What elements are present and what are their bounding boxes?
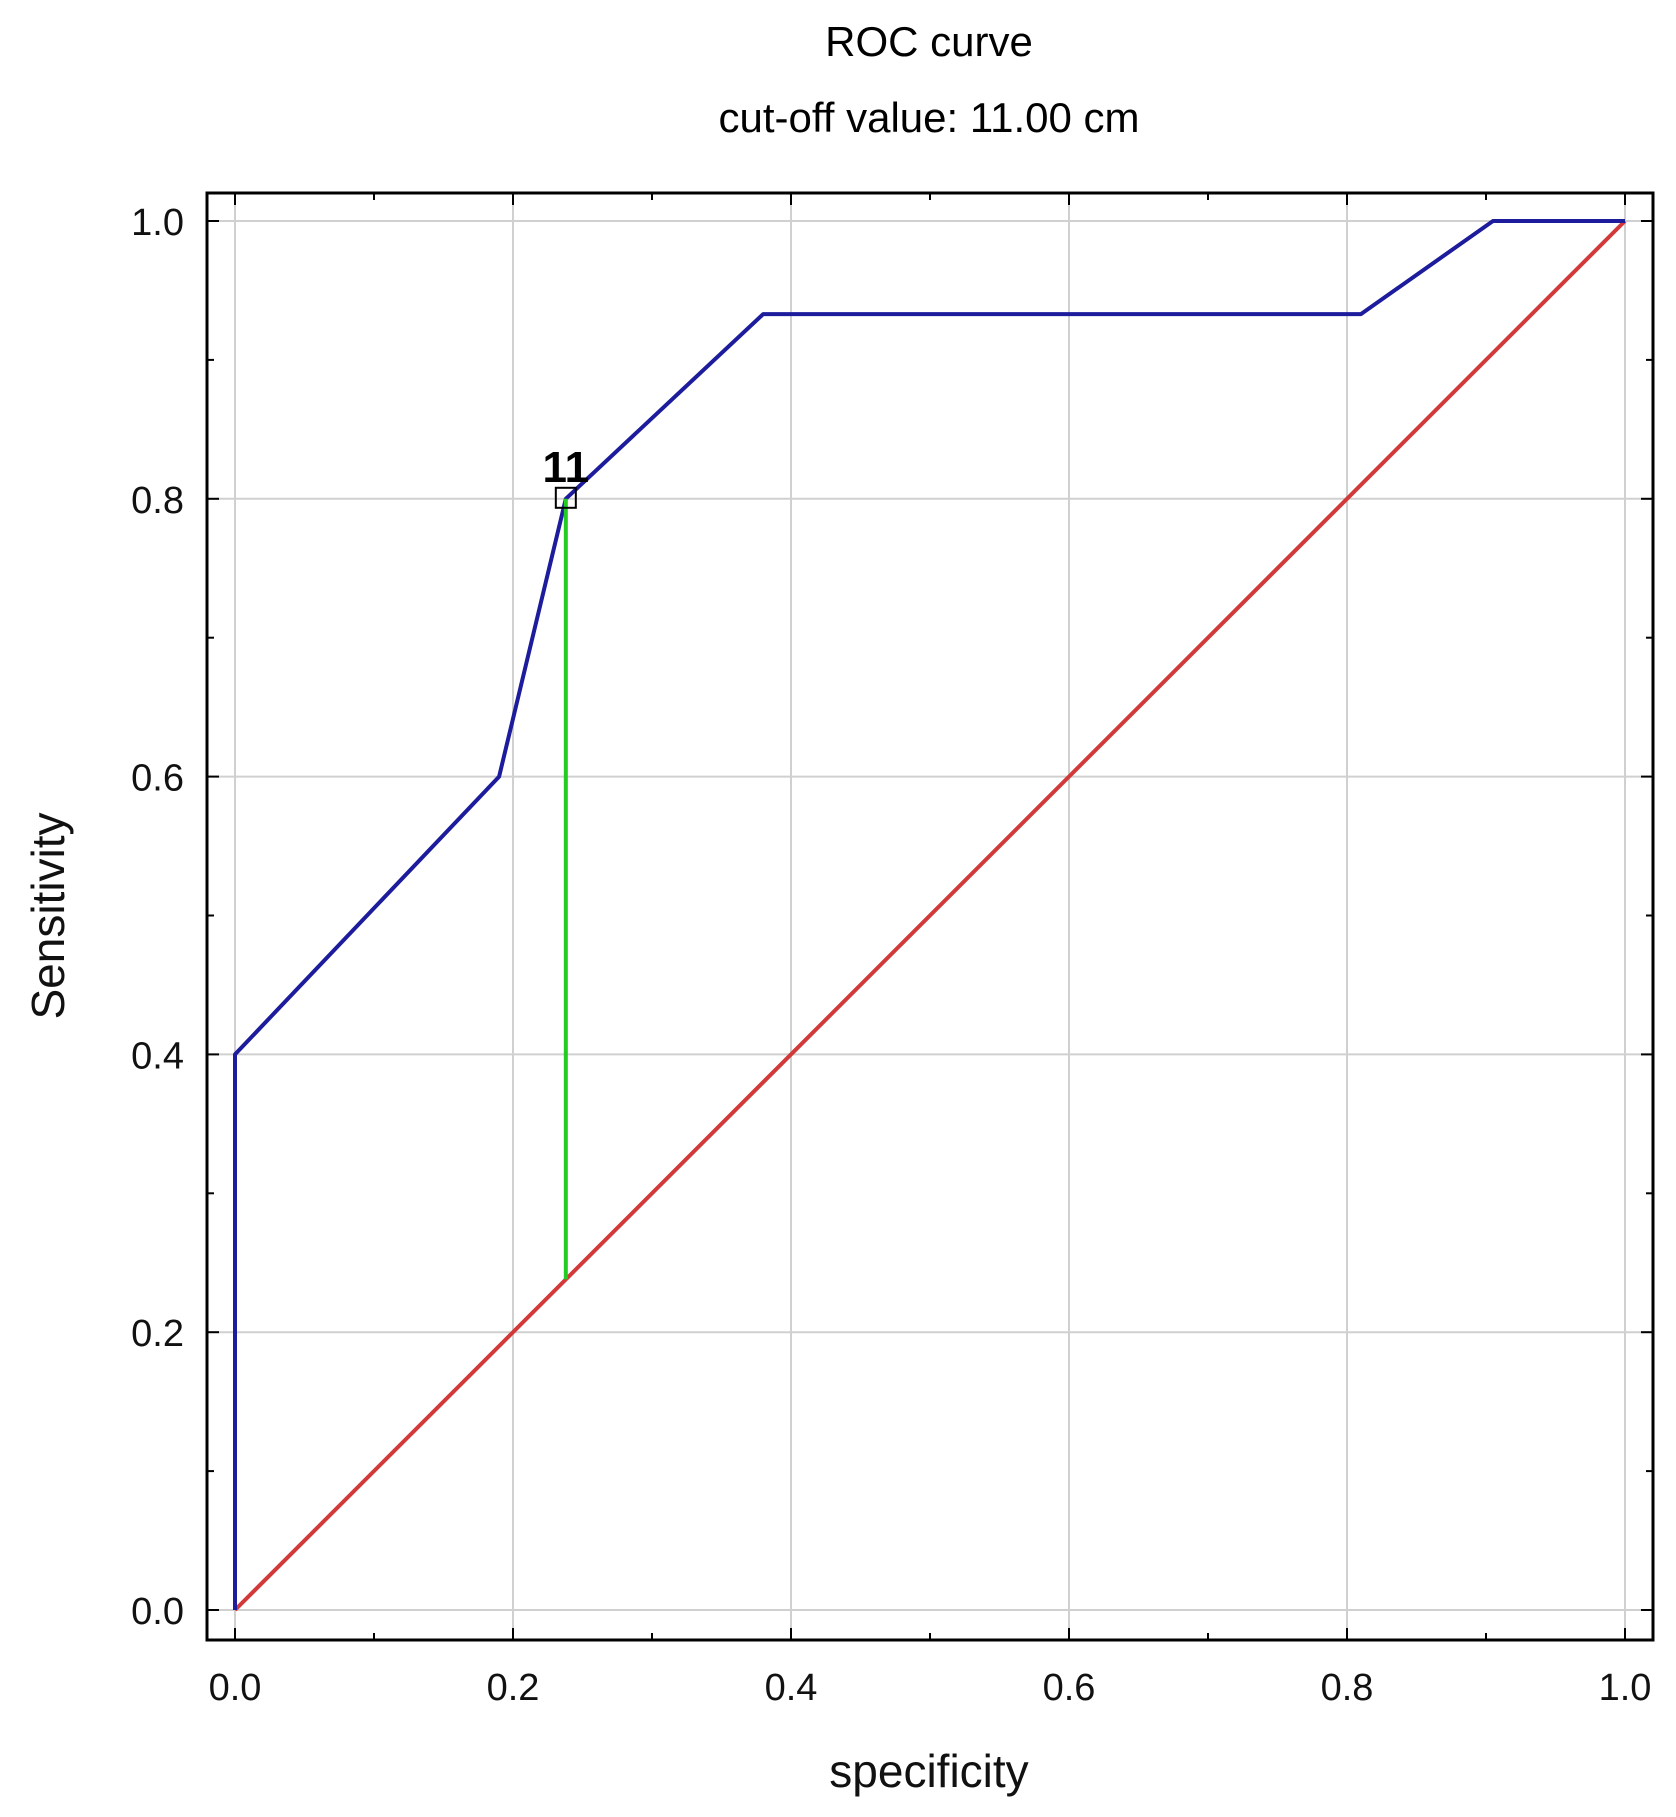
x-tick-label: 0.8 [1321,1667,1374,1709]
y-tick-label: 0.2 [131,1313,184,1355]
y-axis-label: Sensitivity [22,812,74,1019]
cutoff-marker-group: 11 [543,443,590,1280]
plot-frame [205,191,1655,1642]
x-tick-label: 0.4 [765,1667,818,1709]
cutoff-label: 11 [543,443,590,492]
grid-lines [207,193,1653,1640]
x-axis-label: specificity [829,1745,1028,1797]
x-tick-label: 0.2 [487,1667,540,1709]
reference-diagonal-line [233,219,1627,1612]
chart-subtitle: cut-off value: 11.00 cm [718,94,1139,141]
y-tick-label: 1.0 [131,202,184,244]
x-tick-label: 0.0 [209,1667,262,1709]
tick-marks [207,193,1653,1640]
x-tick-labels: 0.0 0.2 0.4 0.6 0.8 1.0 [209,1667,1652,1709]
y-tick-label: 0.6 [131,758,184,800]
y-tick-label: 0.8 [131,480,184,522]
roc-curve-line [233,219,1625,1610]
chart-title: ROC curve [825,18,1033,65]
x-tick-label: 1.0 [1599,1667,1652,1709]
y-tick-label: 0.4 [131,1035,184,1077]
y-tick-label: 0.0 [131,1591,184,1633]
y-tick-labels: 0.0 0.2 0.4 0.6 0.8 1.0 [131,202,184,1633]
x-tick-label: 0.6 [1043,1667,1096,1709]
cutoff-point-marker [554,486,577,509]
series-lines [233,219,1627,1612]
